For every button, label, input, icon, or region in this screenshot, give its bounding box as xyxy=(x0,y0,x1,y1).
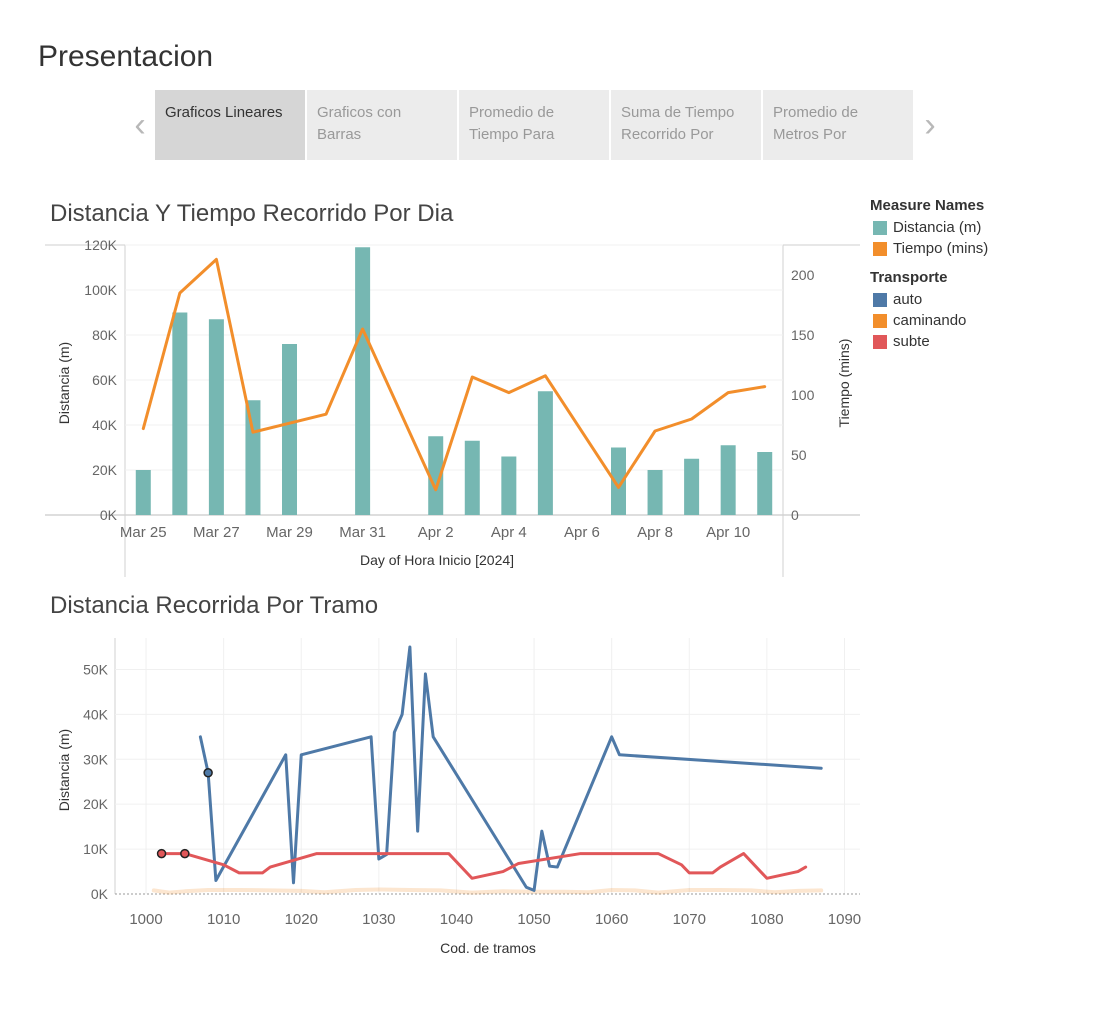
legend-label: auto xyxy=(893,291,923,308)
tab-promedio-de-metros[interactable]: Promedio de Metros Por xyxy=(763,90,913,160)
chart1-y-tick: 20K xyxy=(92,462,118,478)
chart1-x-tick: Apr 2 xyxy=(418,524,454,541)
legend-item-distancia[interactable]: Distancia (m) xyxy=(870,217,1090,238)
chart1-bar xyxy=(355,247,371,515)
chart1-y2-tick: 50 xyxy=(791,447,807,463)
chart2-y-tick: 0K xyxy=(91,886,109,902)
chart2-subte-marker xyxy=(180,848,190,859)
chart2-title: Distancia Recorrida Por Tramo xyxy=(50,592,379,619)
chart2-x-tick: 1010 xyxy=(207,911,240,928)
tab-graficos-lineares[interactable]: Graficos Lineares xyxy=(155,90,305,160)
chart2-subte-marker xyxy=(156,848,167,859)
chart1-bar xyxy=(720,445,736,515)
chart2-x-label: Cod. de tramos xyxy=(440,940,536,956)
chart2-y-tick: 40K xyxy=(83,706,109,722)
chart1-y-tick: 100K xyxy=(84,282,117,298)
chart1-x-label: Day of Hora Inicio [2024] xyxy=(360,552,514,568)
chevron-right-icon[interactable]: › xyxy=(924,105,936,144)
chart2-x-tick: 1000 xyxy=(129,911,162,928)
legend: Measure Names Distancia (m) Tiempo (mins… xyxy=(870,195,1090,352)
tab-strip: ‹ Graficos Lineares Graficos con Barras … xyxy=(125,90,945,160)
legend-swatch xyxy=(873,313,887,328)
chart2-y-tick: 10K xyxy=(83,841,109,857)
legend-transport-title: Transporte xyxy=(870,269,948,286)
chart2-x-tick: 1020 xyxy=(285,911,318,928)
chart1-y-tick: 120K xyxy=(84,237,117,253)
chart1-bar xyxy=(282,344,297,515)
legend-item-auto[interactable]: auto xyxy=(870,289,1090,310)
chart1-y2-tick: 0 xyxy=(791,507,799,523)
chart1-x-tick: Mar 27 xyxy=(193,524,240,541)
chart1-tiempo-line xyxy=(141,257,767,492)
chart2-x-tick: 1080 xyxy=(750,911,783,928)
page-title: Presentacion xyxy=(38,40,214,73)
chart2-x-tick: 1050 xyxy=(517,911,550,928)
legend-label: subte xyxy=(893,333,930,350)
chart1-x-tick: Apr 8 xyxy=(637,524,673,541)
chart1-bar xyxy=(428,436,444,515)
chart2-auto-line xyxy=(198,645,823,892)
chart1-y-tick: 80K xyxy=(92,327,118,343)
chart1-x-tick: Apr 4 xyxy=(491,524,527,541)
tab-promedio-de-tiempo[interactable]: Promedio de Tiempo Para xyxy=(459,90,609,160)
chart2-auto-marker xyxy=(203,767,213,778)
chart1-y-tick: 60K xyxy=(92,372,118,388)
legend-item-subte[interactable]: subte xyxy=(870,331,1090,352)
chart1-title: Distancia Y Tiempo Recorrido Por Dia xyxy=(50,200,454,227)
chart1-bar xyxy=(684,458,700,515)
tab-graficos-con-barras[interactable]: Graficos con Barras xyxy=(307,90,457,160)
legend-swatch xyxy=(873,292,887,307)
chart1-bar xyxy=(501,456,517,515)
chart1-bar xyxy=(537,391,553,515)
chart1-bar xyxy=(135,470,151,515)
chart2-caminando-line xyxy=(151,887,824,895)
legend-item-tiempo[interactable]: Tiempo (mins) xyxy=(870,238,1090,259)
legend-measure-title: Measure Names xyxy=(870,197,985,214)
chart2-subte-line xyxy=(160,852,808,880)
tab-suma-de-tiempo[interactable]: Suma de Tiempo Recorrido Por xyxy=(611,90,761,160)
chart1-bar xyxy=(611,447,626,515)
legend-label: Tiempo (mins) xyxy=(893,240,989,257)
chart1-x-tick: Apr 6 xyxy=(564,524,600,541)
chart2-y-label: Distancia (m) xyxy=(56,729,72,811)
chart1-svg: 0K 20K 40K 60K 80K 100K 120K 0 50 100 150 200 Mar 25… xyxy=(45,237,860,577)
chart1-y2-label: Tiempo (mins) xyxy=(836,339,852,428)
chart1-y-tick: 40K xyxy=(92,417,118,433)
chart1-x-tick: Mar 29 xyxy=(266,524,313,541)
legend-label: Distancia (m) xyxy=(893,219,982,236)
chart1-bar xyxy=(464,440,480,515)
legend-swatch xyxy=(873,334,887,349)
chart1-x-tick: Mar 31 xyxy=(339,524,386,541)
chart1-y2-tick: 100 xyxy=(791,387,815,403)
chart2-y-tick: 20K xyxy=(83,796,109,812)
legend-label: caminando xyxy=(893,312,967,329)
chart1-y-label: Distancia (m) xyxy=(56,342,72,424)
chart1-y-tick: 0K xyxy=(100,507,118,523)
chart1-x-tick: Mar 25 xyxy=(120,524,167,541)
chart1-y2-tick: 150 xyxy=(791,327,815,343)
chart2-svg: 1000 1010 1020 1030 1040 1050 1060 1070 1080 1090… xyxy=(56,638,861,956)
chart1-bar xyxy=(757,452,773,515)
chart1-bar xyxy=(172,312,188,515)
chart1-bar xyxy=(208,319,224,515)
chart2-y-tick: 30K xyxy=(83,751,109,767)
chevron-left-icon[interactable]: ‹ xyxy=(134,105,146,144)
legend-item-caminando[interactable]: caminando xyxy=(870,310,1090,331)
chart1-bar xyxy=(245,400,261,515)
chart1-y2-tick: 200 xyxy=(791,267,815,283)
chart2-x-tick: 1040 xyxy=(440,911,473,928)
chart1-bar xyxy=(647,470,663,515)
chart2-x-tick: 1070 xyxy=(673,911,706,928)
chart2-x-tick: 1060 xyxy=(595,911,628,928)
chart2-y-tick: 50K xyxy=(83,661,109,677)
chart2-x-tick: 1030 xyxy=(362,911,395,928)
chart2-x-tick: 1090 xyxy=(828,911,861,928)
legend-swatch xyxy=(873,220,887,235)
chart1-x-tick: Apr 10 xyxy=(706,524,750,541)
legend-swatch xyxy=(873,241,887,256)
